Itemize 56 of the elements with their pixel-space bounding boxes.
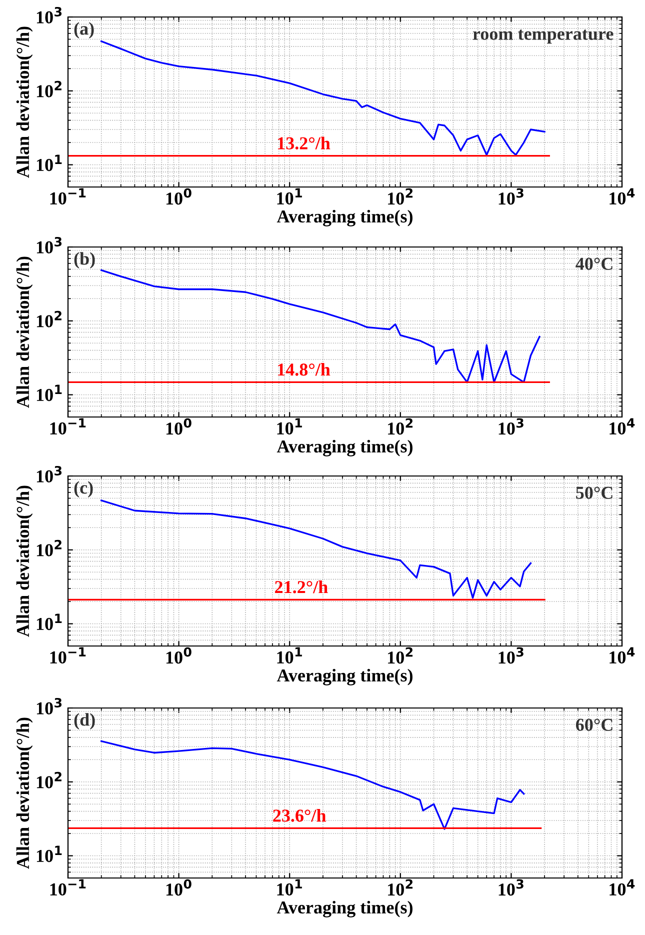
x-tick-label: 10$^{2}$ xyxy=(388,418,413,435)
y-tick-label: 10$^{1}$ xyxy=(36,154,62,172)
annotation: (b) xyxy=(74,252,95,268)
x-tick-label: 10$^{4}$ xyxy=(610,647,635,664)
x-tick-label: 10$^{0}$ xyxy=(166,647,192,664)
x-tick-label: 10$^{4}$ xyxy=(610,188,635,204)
x-axis-title: Averaging time(s) xyxy=(276,668,412,686)
y-tick-label: 10$^{3}$ xyxy=(36,6,62,24)
y-tick-label: 10$^{2}$ xyxy=(36,772,62,788)
annotation: (d) xyxy=(74,713,95,730)
annotation: 50°C xyxy=(576,486,612,499)
x-tick-label: 10$^{−1}$ xyxy=(50,647,86,664)
y-tick-label: 10$^{2}$ xyxy=(36,80,62,98)
y-tick-label: 10$^{3}$ xyxy=(36,236,62,254)
x-tick-label: 10$^{3}$ xyxy=(498,647,524,664)
annotation: 60°C xyxy=(576,718,612,731)
annotation: 40°C xyxy=(576,258,612,270)
x-tick-label: 10$^{3}$ xyxy=(498,879,524,896)
series-label: 21.2°/h xyxy=(275,580,328,594)
y-axis-title: Allan deviation(°/h) xyxy=(16,26,33,178)
x-tick-label: 10$^{1}$ xyxy=(277,647,302,664)
series-label: 13.2°/h xyxy=(278,136,330,150)
annotation: room temperature xyxy=(472,30,614,44)
x-tick-label: 10$^{4}$ xyxy=(610,879,635,896)
x-tick-label: 10$^{3}$ xyxy=(498,188,524,205)
series-label: 14.8°/h xyxy=(278,363,330,376)
y-tick-label: 10$^{1}$ xyxy=(36,384,62,402)
x-axis-title: Averaging time(s) xyxy=(276,900,412,918)
x-tick-label: 10$^{0}$ xyxy=(166,879,192,896)
y-tick-label: 10$^{3}$ xyxy=(36,698,62,714)
series-label: 23.6°/h xyxy=(273,809,326,822)
x-tick-label: 10$^{1}$ xyxy=(277,418,302,434)
x-tick-label: 10$^{1}$ xyxy=(277,188,302,204)
x-tick-label: 10$^{−1}$ xyxy=(50,879,86,896)
x-tick-label: 10$^{0}$ xyxy=(166,418,192,435)
annotation: (a) xyxy=(74,22,94,38)
y-axis-title: Allan deviation(°/h) xyxy=(16,256,33,408)
y-tick-label: 10$^{1}$ xyxy=(36,614,62,630)
x-tick-label: 10$^{3}$ xyxy=(498,418,524,435)
x-tick-label: 10$^{−1}$ xyxy=(50,188,86,204)
x-tick-label: 10$^{0}$ xyxy=(166,188,192,205)
x-tick-label: 10$^{−1}$ xyxy=(50,418,86,434)
x-tick-label: 10$^{2}$ xyxy=(388,647,413,664)
y-tick-label: 10$^{2}$ xyxy=(36,540,62,556)
annotation: (c) xyxy=(74,481,93,498)
x-tick-label: 10$^{2}$ xyxy=(388,879,413,896)
y-axis-title: Allan deviation(°/h) xyxy=(16,718,33,869)
x-tick-label: 10$^{2}$ xyxy=(388,188,413,205)
y-tick-label: 10$^{1}$ xyxy=(36,846,62,862)
x-axis-title: Averaging time(s) xyxy=(276,440,412,456)
y-axis-title: Allan deviation(°/h) xyxy=(16,486,33,637)
x-tick-label: 10$^{1}$ xyxy=(277,879,302,896)
y-tick-label: 10$^{2}$ xyxy=(36,310,62,328)
x-tick-label: 10$^{4}$ xyxy=(610,418,635,434)
x-axis-title: Averaging time(s) xyxy=(276,210,412,226)
y-tick-label: 10$^{3}$ xyxy=(36,466,62,482)
